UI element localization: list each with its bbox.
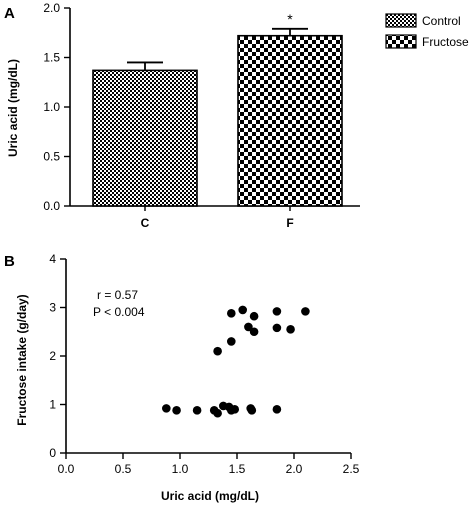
legend-label-control: Control [422,14,461,28]
panel-a-y-axis-title: Uric acid (mg/dL) [6,59,20,157]
data-point [238,305,247,315]
error-bar-c [127,61,163,71]
panel-a-label: A [4,5,15,22]
data-point [227,337,236,346]
panel-a-y-tick-label: 1.5 [43,51,60,65]
data-point [230,405,240,414]
data-point [249,311,259,321]
data-point [213,346,222,356]
data-point [286,325,295,334]
data-point [249,327,259,337]
panel-a-bar-chart: A Uric acid (mg/dL) 0.0 0.5 1.0 1.5 2.0 * C F… [4,1,469,230]
data-point [244,322,253,332]
correlation-r-annotation: r = 0.57 [97,288,138,302]
bar-c [92,69,198,207]
bar-f [237,34,343,207]
panel-b-y-tick-label: 0 [49,446,56,460]
panel-a-y-tick-label: 0.5 [43,150,60,164]
panel-a-y-tick-label: 1.0 [43,100,60,114]
panel-a-x-tick-label: F [286,216,293,230]
panel-b-x-axis-title: Uric acid (mg/dL) [161,489,259,503]
panel-b-x-tick-label: 2.0 [286,462,303,476]
data-point [301,307,310,316]
panel-a-y-tick-label: 2.0 [43,1,60,15]
panel-b-x-tick-label: 0.5 [115,462,132,476]
panel-a-x-tick-label: C [141,216,150,230]
panel-b-y-tick-label: 1 [49,398,56,412]
data-point [227,309,236,318]
panel-b-y-tick-label: 3 [49,301,56,315]
panel-b-scatter-plot: B Fructose intake (g/day) Uric acid (mg/… [4,252,360,503]
significance-marker: * [287,11,293,27]
data-point [272,307,282,316]
panel-b-x-tick-label: 2.5 [343,462,360,476]
panel-b-x-tick-label: 0.0 [58,462,75,476]
data-point [213,408,222,418]
data-point [192,406,202,415]
panel-b-x-tick-label: 1.5 [229,462,246,476]
legend-swatch-control [385,13,417,28]
panel-b-y-axis-title: Fructose intake (g/day) [15,294,29,425]
data-point [272,323,282,333]
panel-b-label: B [4,253,15,270]
panel-b-y-tick-label: 4 [49,252,56,266]
legend-label-fructose: Fructose [422,35,469,49]
data-point [272,405,282,414]
correlation-p-annotation: P < 0.004 [93,305,145,319]
legend: Control Fructose [385,13,469,49]
data-point [162,404,171,413]
panel-b-y-tick-label: 2 [49,349,56,363]
data-point [247,406,257,415]
panel-a-y-tick-label: 0.0 [43,199,60,213]
error-bar-f [272,27,308,36]
panel-b-x-tick-label: 1.0 [172,462,189,476]
data-point [172,406,181,415]
legend-swatch-fructose [385,34,417,49]
